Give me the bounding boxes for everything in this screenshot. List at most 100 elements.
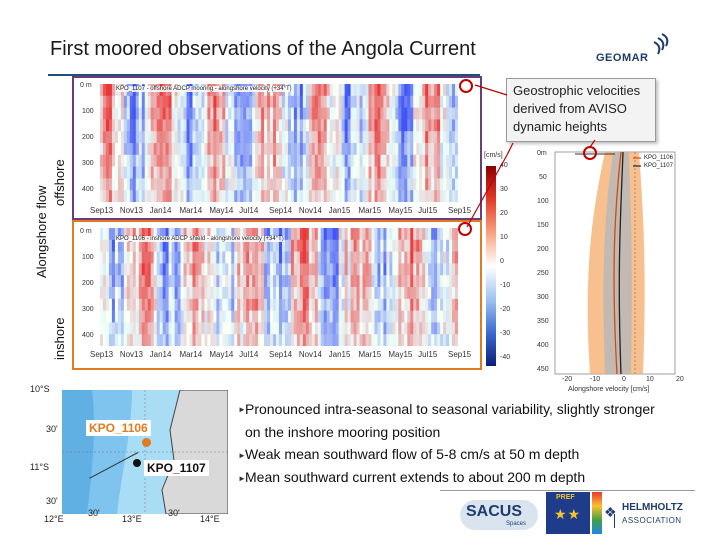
heatmap-cell <box>243 275 247 288</box>
heatmap-cell <box>332 95 337 108</box>
heatmap-cell <box>237 322 241 335</box>
heatmap-cell <box>207 143 211 156</box>
heatmap-cell <box>189 263 193 276</box>
heatmap-cell <box>195 334 199 347</box>
heatmap-cell <box>207 178 211 191</box>
heatmap-cell <box>419 287 423 300</box>
heatmap-cell <box>410 334 414 347</box>
heatmap-cell <box>323 322 328 335</box>
heatmap-cell <box>329 119 334 132</box>
heatmap-cell <box>120 287 125 300</box>
heatmap-cell <box>326 287 331 300</box>
heatmap-cell <box>446 310 450 323</box>
heatmap-cell <box>108 84 113 97</box>
heatmap-cell <box>413 239 417 252</box>
heatmap-cell <box>183 154 187 167</box>
heatmap-cell <box>299 178 304 191</box>
heatmap-cell <box>183 131 187 144</box>
heatmap-cell <box>341 84 346 97</box>
heatmap-cell <box>443 298 447 311</box>
heatmap-cell <box>371 287 375 300</box>
heatmap-cell <box>204 107 208 120</box>
heatmap-cell <box>216 298 220 311</box>
heatmap-cell <box>392 287 396 300</box>
heatmap-cell <box>425 119 429 132</box>
heatmap-cell <box>332 251 337 264</box>
heatmap-cell <box>180 107 184 120</box>
heatmap-cell <box>279 178 283 191</box>
heatmap-cell <box>449 310 453 323</box>
heatmap-cell <box>171 310 175 323</box>
heatmap-cell <box>392 119 396 132</box>
heatmap-cell <box>123 251 128 264</box>
heatmap-cell <box>210 310 214 323</box>
heatmap-cell <box>296 178 301 191</box>
heatmap-cell <box>329 154 334 167</box>
heatmap-cell <box>449 287 453 300</box>
heatmap-cell <box>108 275 113 288</box>
heatmap-cell <box>255 190 259 203</box>
heatmap-cell <box>374 131 378 144</box>
heatmap-cell <box>332 143 337 156</box>
heatmap-cell <box>440 298 444 311</box>
heatmap-cell <box>365 190 369 203</box>
heatmap-cell <box>374 334 378 347</box>
heatmap-cell <box>201 131 205 144</box>
heatmap-cell <box>270 178 274 191</box>
heatmap-cell <box>347 107 351 120</box>
heatmap-cell <box>434 154 438 167</box>
heatmap-cell <box>171 251 175 264</box>
heatmap-cell <box>344 154 349 167</box>
association-logo-text: ASSOCIATION <box>622 516 682 525</box>
heatmap-cell <box>279 166 283 179</box>
heatmap-cell <box>132 119 137 132</box>
heatmap-cell <box>347 131 351 144</box>
heatmap-cell <box>249 251 253 264</box>
heatmap-cell <box>344 263 349 276</box>
time-tick: Nov14 <box>298 350 322 359</box>
heatmap-cell <box>102 119 107 132</box>
heatmap-cell <box>216 287 220 300</box>
heatmap-cell <box>368 310 372 323</box>
heatmap-cell <box>180 228 184 241</box>
heatmap-cell <box>347 263 351 276</box>
heatmap-cell <box>419 334 423 347</box>
heatmap-cell <box>255 251 259 264</box>
time-tick: Sep13 <box>90 206 114 215</box>
heatmap-cell <box>311 143 316 156</box>
heatmap-cell <box>422 154 426 167</box>
heatmap-cell <box>443 107 447 120</box>
heatmap-cell <box>156 287 161 300</box>
profile-depth-tick: 0m <box>537 150 547 157</box>
heatmap-cell <box>114 131 119 144</box>
heatmap-cell <box>443 119 447 132</box>
heatmap-cell <box>437 310 441 323</box>
heatmap-cell <box>117 239 122 252</box>
heatmap-cell <box>270 119 274 132</box>
heatmap-cell <box>404 298 408 311</box>
heatmap-cell <box>261 131 265 144</box>
heatmap-cell <box>270 263 274 276</box>
heatmap-cell <box>287 143 292 156</box>
heatmap-cell <box>177 251 181 264</box>
heatmap-cell <box>192 287 196 300</box>
heatmap-cell <box>425 154 429 167</box>
heatmap-cell <box>386 119 390 132</box>
heatmap-cell <box>225 239 229 252</box>
heatmap-cell <box>147 190 152 203</box>
heatmap-cell <box>281 239 286 252</box>
heatmap-cell <box>129 190 134 203</box>
time-tick: Jan15 <box>328 206 351 215</box>
heatmap-cell <box>455 322 459 335</box>
heatmap-cell <box>302 310 307 323</box>
heatmap-cell <box>243 178 247 191</box>
heatmap-cell <box>443 263 447 276</box>
heatmap-cell <box>267 263 271 276</box>
heatmap-cell <box>204 263 208 276</box>
heatmap-cell <box>246 190 250 203</box>
heatmap-cell <box>347 178 351 191</box>
heatmap-cell <box>213 322 217 335</box>
heatmap-cell <box>126 154 131 167</box>
time-tick: May14 <box>209 206 234 215</box>
heatmap-cell <box>299 84 304 97</box>
